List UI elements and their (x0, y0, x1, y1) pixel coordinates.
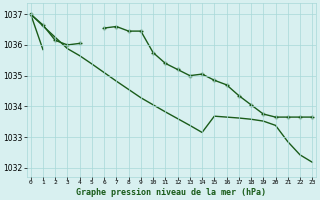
X-axis label: Graphe pression niveau de la mer (hPa): Graphe pression niveau de la mer (hPa) (76, 188, 267, 197)
